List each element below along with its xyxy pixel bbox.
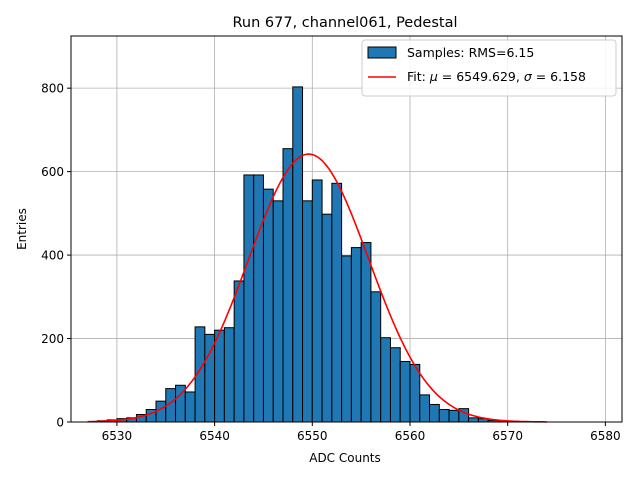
histogram-bar <box>292 86 304 423</box>
histogram-bar <box>341 255 352 423</box>
histogram-bar <box>253 174 264 423</box>
histogram-bar <box>389 347 401 423</box>
histogram-bar <box>429 403 440 423</box>
histogram-bar <box>282 148 294 423</box>
y-axis-label: Entries <box>15 208 29 250</box>
legend-histogram-swatch <box>367 46 397 59</box>
histogram-bar <box>409 363 421 423</box>
legend: Samples: RMS=6.15 Fit: μ = 6549.629, σ =… <box>361 39 617 97</box>
x-tick-label: 6550 <box>297 429 328 443</box>
y-tick-label: 200 <box>41 332 64 346</box>
histogram-bar <box>272 200 284 423</box>
x-axis-label: ADC Counts <box>309 451 381 465</box>
x-tick-label: 6560 <box>395 429 426 443</box>
histogram-bar <box>438 408 450 423</box>
x-tick-label: 6580 <box>590 429 621 443</box>
histogram-bar <box>302 200 313 423</box>
x-tick-label: 6530 <box>102 429 133 443</box>
chart-title: Run 677, channel061, Pedestal <box>232 15 457 31</box>
gaussian-fit-line <box>87 153 547 423</box>
histogram-bar <box>419 394 431 423</box>
y-tick-label: 800 <box>41 82 64 96</box>
histogram-bar <box>331 182 343 423</box>
histogram-bar <box>321 213 333 423</box>
histogram-bar <box>370 291 382 423</box>
histogram-bar <box>448 409 460 423</box>
histogram-bar <box>233 280 245 423</box>
histogram-bars <box>96 86 518 423</box>
legend-fit-prefix: Fit: <box>407 69 430 84</box>
y-tick-label: 600 <box>41 165 64 179</box>
histogram-bar <box>468 417 479 423</box>
fit-curve-layer <box>87 153 547 423</box>
histogram-bar <box>399 360 411 423</box>
axis-ticks: 6530 6540 6550 6560 6570 6580 0 200 400 600 800 <box>41 82 621 443</box>
histogram-bar <box>223 327 235 423</box>
histogram-bar <box>360 242 372 423</box>
y-tick-label: 400 <box>41 249 64 263</box>
legend-fit-mu-symbol: μ <box>429 69 438 84</box>
legend-fit-mu-value: = 6549.629, <box>438 69 524 84</box>
histogram-bar <box>350 247 362 423</box>
legend-fit-label: Fit: μ = 6549.629, σ = 6.158 <box>407 69 586 84</box>
histogram-bar <box>184 391 196 423</box>
histogram-bar <box>243 174 255 423</box>
x-tick-label: 6540 <box>199 429 230 443</box>
y-tick-label: 0 <box>56 416 64 430</box>
histogram-bar <box>380 337 391 423</box>
legend-box <box>361 39 617 97</box>
axes-frame <box>70 35 623 423</box>
histogram-bar <box>262 188 274 423</box>
legend-fit-sigma-value: = 6.158 <box>532 69 586 84</box>
legend-histogram-label: Samples: RMS=6.15 <box>407 45 534 60</box>
histogram-bar <box>214 329 225 423</box>
histogram-bar <box>311 179 323 423</box>
legend-fit-sigma-symbol: σ <box>524 69 533 84</box>
histogram-bar <box>155 400 167 423</box>
x-tick-label: 6570 <box>492 429 523 443</box>
